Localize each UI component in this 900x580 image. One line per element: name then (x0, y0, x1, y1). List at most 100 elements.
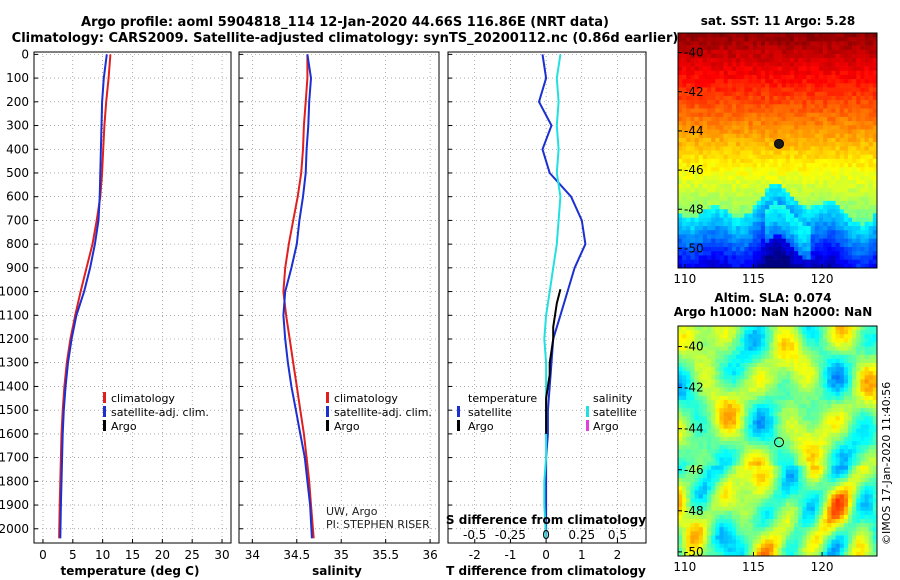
map-cell (723, 104, 729, 109)
map-cell (727, 383, 733, 388)
map-cell (785, 163, 791, 168)
map-cell (711, 142, 716, 147)
map-cell (814, 100, 820, 105)
map-cell (707, 457, 712, 462)
map-cell (843, 399, 849, 405)
map-cell (736, 387, 741, 393)
map-cell (835, 387, 840, 393)
map-cell (852, 238, 857, 244)
map-cell (847, 91, 853, 97)
map-cell (744, 354, 749, 360)
map-cell (831, 379, 836, 384)
map-cell (748, 45, 753, 51)
map-cell (769, 121, 774, 126)
map-cell (678, 399, 683, 405)
map-cell (852, 482, 857, 487)
x-tick-label: 35.5 (372, 548, 399, 562)
map-cell (777, 200, 782, 206)
map-cell (843, 104, 849, 109)
map-cell (773, 326, 778, 331)
map-cell (806, 473, 811, 479)
map-cell (831, 457, 836, 462)
map-cell (727, 263, 733, 269)
map-cell (872, 83, 878, 88)
map-cell (818, 251, 824, 256)
map-cell (823, 465, 828, 471)
map-cell (818, 338, 824, 343)
map-cell (707, 184, 712, 189)
map-cell (785, 338, 791, 343)
map-cell (752, 399, 758, 405)
map-cell (727, 167, 733, 172)
map-cell (686, 338, 691, 343)
map-cell (686, 255, 691, 260)
map-cell (711, 358, 716, 364)
map-cell (773, 255, 778, 260)
map-cell (702, 408, 708, 413)
legend-satellite-label: satellite-adj. clim. (334, 406, 432, 419)
map-cell (831, 255, 836, 260)
map-cell (860, 334, 865, 339)
map-cell (719, 192, 724, 197)
map-cell (773, 33, 778, 38)
map-cell (740, 213, 745, 218)
map-cell (814, 133, 820, 139)
map-cell (752, 133, 758, 139)
map-cell (852, 116, 857, 122)
map-cell (831, 87, 836, 93)
map-cell (806, 62, 811, 67)
map-cell (827, 453, 832, 458)
map-cell (789, 375, 795, 380)
map-cell (789, 175, 795, 181)
map-cell (719, 387, 724, 393)
map-cell (860, 428, 865, 434)
map-cell (781, 87, 787, 93)
map-cell (711, 163, 716, 168)
difference-series (538, 54, 587, 539)
map-cell (731, 150, 737, 155)
map-cell (715, 150, 720, 155)
map-cell (711, 37, 716, 42)
map-cell (752, 41, 758, 46)
map-cell (868, 453, 874, 458)
map-cell (744, 465, 749, 471)
map-cell (740, 432, 745, 438)
map-cell (682, 62, 687, 67)
map-cell (856, 441, 861, 446)
map-cell (823, 412, 828, 417)
map-cell (785, 477, 791, 483)
map-cell (860, 330, 865, 335)
map-cell (698, 74, 704, 80)
map-cell (827, 158, 832, 164)
map-cell (798, 158, 803, 164)
map-cell (740, 175, 745, 181)
map-cell (856, 404, 861, 409)
map-cell (702, 167, 708, 172)
map-cell (711, 238, 716, 244)
map-cell (839, 41, 845, 46)
map-cell (839, 486, 845, 491)
salinity-grid (239, 52, 439, 543)
map-cell (690, 362, 695, 368)
map-cell (843, 125, 849, 130)
map-cell (694, 62, 700, 67)
map-cell (760, 226, 766, 231)
map-cell (814, 213, 820, 218)
map-cell (802, 125, 807, 130)
map-cell (744, 242, 749, 248)
map-cell (847, 167, 853, 172)
map-cell (835, 158, 840, 164)
map-cell (823, 125, 828, 130)
map-cell (698, 263, 704, 269)
map-cell (852, 192, 857, 197)
map-cell (864, 383, 870, 388)
map-cell (864, 391, 870, 397)
map-cell (781, 121, 787, 126)
map-cell (678, 469, 683, 475)
map-cell (760, 91, 766, 97)
map-cell (723, 255, 729, 260)
sla-map-image (678, 326, 878, 557)
map-cell (756, 371, 762, 376)
map-cell (702, 137, 708, 143)
map-cell (868, 477, 874, 483)
